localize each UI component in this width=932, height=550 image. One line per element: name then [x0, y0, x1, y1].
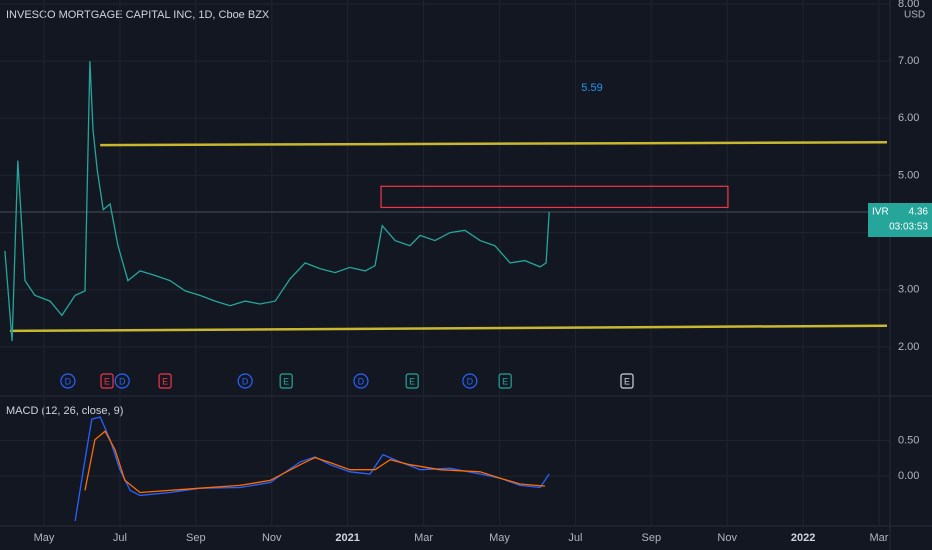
- y-tick-label: 8.00: [898, 0, 919, 10]
- event-label: D: [242, 376, 249, 386]
- event-label: E: [624, 376, 630, 386]
- x-tick-label: May: [34, 532, 55, 544]
- event-label: D: [358, 376, 365, 386]
- countdown: 03:03:53: [889, 222, 928, 233]
- event-icon: [100, 373, 114, 389]
- y-tick-label: 2.00: [898, 341, 919, 353]
- x-tick-label: Sep: [641, 532, 661, 544]
- x-tick-label: Jul: [568, 532, 582, 544]
- x-tick-label: 2022: [791, 532, 815, 544]
- event-label: E: [502, 376, 508, 386]
- event-icon: [462, 373, 478, 389]
- y-tick-label: 0.00: [898, 470, 919, 482]
- macd-line: [84, 430, 546, 494]
- x-tick-label: Nov: [717, 532, 737, 544]
- y-tick-label: 0.50: [898, 434, 919, 446]
- event-label: D: [65, 376, 72, 386]
- annotation: 5.59: [581, 82, 602, 94]
- last-price-symbol: IVR: [872, 207, 889, 218]
- event-icon: [158, 373, 172, 389]
- last-price-box: [868, 203, 932, 237]
- event-icon: [353, 373, 369, 389]
- event-icon: [620, 373, 634, 389]
- trend-line: [9, 324, 888, 333]
- x-tick-label: Mar: [414, 532, 433, 544]
- macd-title: MACD (12, 26, close, 9): [6, 405, 123, 417]
- event-label: D: [119, 376, 126, 386]
- event-icon: [498, 373, 512, 389]
- y-tick-label: 5.00: [898, 169, 919, 181]
- event-icon: [405, 373, 419, 389]
- event-label: E: [409, 376, 415, 386]
- y-tick-label: 6.00: [898, 112, 919, 124]
- x-tick-label: 2021: [335, 532, 359, 544]
- x-tick-label: Mar: [870, 532, 889, 544]
- event-label: D: [467, 376, 474, 386]
- chart-title: INVESCO MORTGAGE CAPITAL INC, 1D, Cboe B…: [6, 9, 270, 21]
- x-tick-label: Nov: [262, 532, 282, 544]
- event-label: E: [162, 376, 168, 386]
- y-tick-label: 7.00: [898, 55, 919, 67]
- zone: [380, 185, 729, 209]
- event-icon: [114, 373, 130, 389]
- currency-label: USD: [904, 10, 925, 21]
- x-tick-label: May: [489, 532, 510, 544]
- x-tick-label: Sep: [186, 532, 206, 544]
- y-tick-label: 3.00: [898, 284, 919, 296]
- price-line: [4, 61, 550, 342]
- event-label: E: [283, 376, 289, 386]
- event-icon: [237, 373, 253, 389]
- last-price-value: 4.36: [909, 207, 929, 218]
- event-icon: [279, 373, 293, 389]
- event-icon: [60, 373, 76, 389]
- x-tick-label: Jul: [113, 532, 127, 544]
- trend-line: [100, 141, 888, 147]
- event-label: E: [104, 376, 110, 386]
